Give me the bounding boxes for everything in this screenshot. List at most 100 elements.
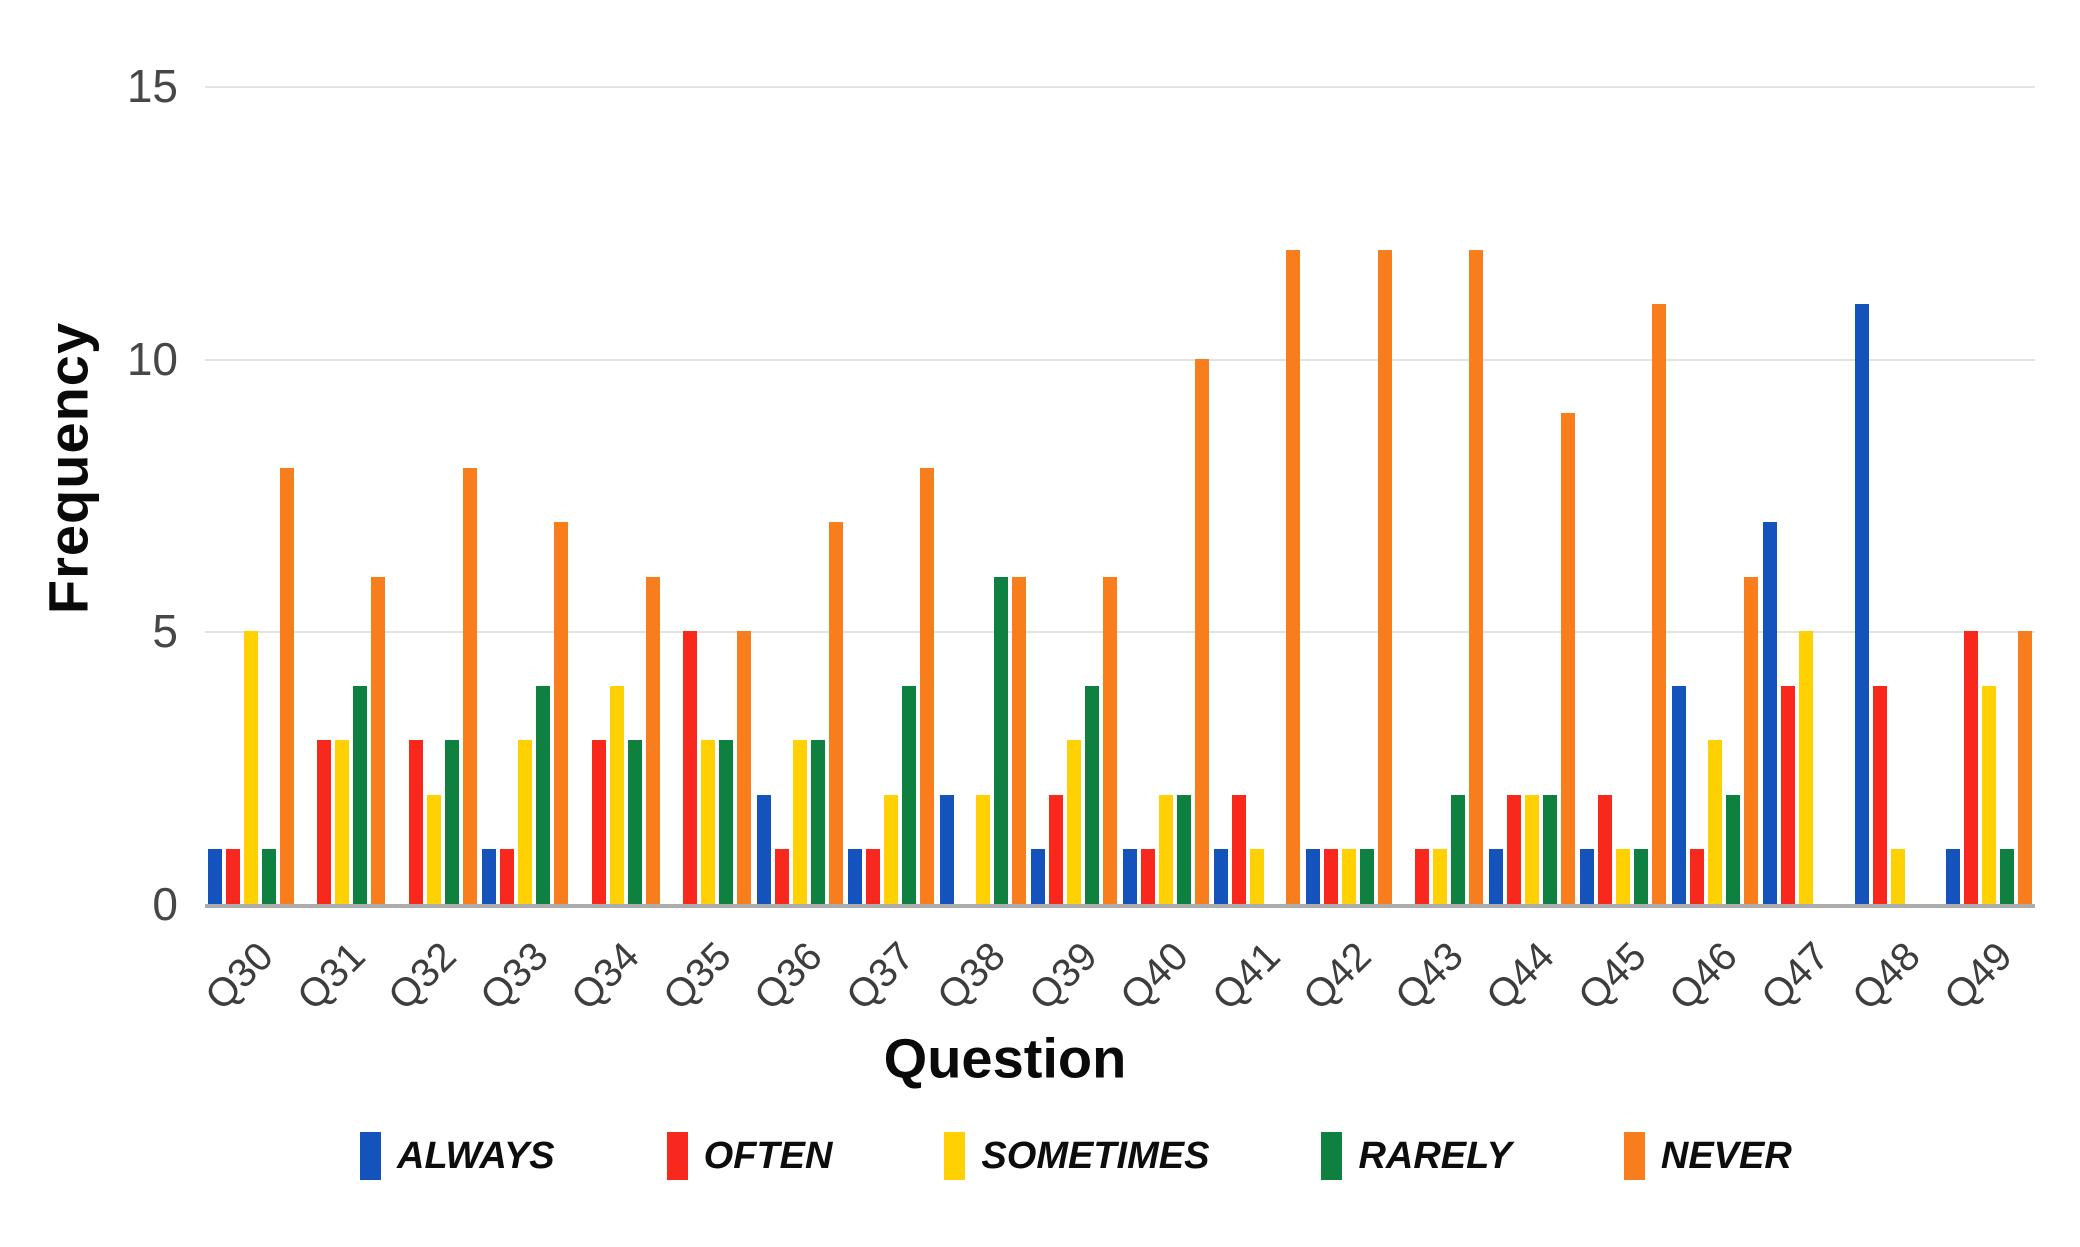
bar-group-Q37 [846,86,938,904]
x-tick-label-Q32: Q32 [380,934,465,1019]
bar-Q47-sometimes [1799,631,1814,904]
bar-group-Q49 [1944,86,2036,904]
x-axis-title: Question [883,1026,1127,1090]
bar-Q36-rarely [810,740,825,904]
bar-Q42-always [1305,849,1320,904]
bar-Q49-always [1946,849,1961,904]
bar-Q49-never [2018,631,2033,904]
bar-group-Q42 [1303,86,1395,904]
bar-Q32-rarely [444,740,459,904]
bar-Q34-often [591,740,606,904]
bar-Q31-rarely [353,686,368,904]
bar-Q39-often [1049,795,1064,904]
bar-Q30-rarely [261,849,276,904]
x-tick-cell-Q33: Q33 [472,920,572,1090]
bar-Q33-never [554,522,569,904]
legend-swatch-often [666,1132,688,1180]
legend-entry-never: NEVER [1623,1132,1792,1180]
bar-group-Q31 [297,86,389,904]
x-tick-cell-Q45: Q45 [1570,920,1670,1090]
y-tick-label-10: 10 [126,332,178,385]
bar-Q37-rarely [902,686,917,904]
legend-entry-rarely: RARELY [1321,1132,1512,1180]
bar-Q46-rarely [1725,795,1740,904]
bar-Q32-sometimes [426,795,441,904]
bar-Q40-sometimes [1158,795,1173,904]
gridline-y10 [205,358,2035,361]
x-tick-label-Q36: Q36 [746,934,831,1019]
x-tick-label-Q44: Q44 [1478,934,1563,1019]
bar-group-Q32 [388,86,480,904]
legend-swatch-sometimes [944,1132,966,1180]
bar-Q37-often [866,849,881,904]
bar-Q38-rarely [993,577,1008,904]
y-tick-label-0: 0 [152,878,178,930]
x-tick-cell-Q44: Q44 [1478,920,1578,1090]
bar-Q43-often [1415,849,1430,904]
x-tick-cell-Q43: Q43 [1387,920,1487,1090]
x-tick-cell-Q35: Q35 [655,920,755,1090]
bar-group-Q46 [1669,86,1761,904]
bar-Q45-never [1652,304,1667,904]
bar-Q45-sometimes [1616,849,1631,904]
bar-Q38-always [939,795,954,904]
bar-Q30-sometimes [243,631,258,904]
bar-Q31-sometimes [335,740,350,904]
bar-Q36-always [756,795,771,904]
legend-label-sometimes: SOMETIMES [981,1134,1210,1177]
x-tick-label-Q45: Q45 [1569,934,1655,1019]
bar-Q33-always [482,849,497,904]
y-tick-label-5: 5 [152,605,178,658]
bar-group-Q34 [571,86,663,904]
legend-entry-always: ALWAYS [360,1132,555,1180]
bar-group-Q35 [663,86,755,904]
bar-Q38-sometimes [975,795,990,904]
x-tick-cell-Q40: Q40 [1112,920,1212,1090]
bar-Q42-often [1323,849,1338,904]
bar-Q35-never [737,631,752,904]
x-tick-label-Q42: Q42 [1295,934,1380,1019]
bar-Q40-often [1140,849,1155,904]
x-tick-label-Q40: Q40 [1112,934,1197,1019]
bar-Q44-often [1506,795,1521,904]
bar-group-Q33 [480,86,572,904]
x-tick-label-Q34: Q34 [563,934,648,1019]
bar-Q37-always [848,849,863,904]
bar-Q37-sometimes [884,795,899,904]
bar-Q44-never [1560,413,1575,904]
bar-group-Q39 [1029,86,1121,904]
bar-group-Q36 [754,86,846,904]
legend-label-rarely: RARELY [1358,1134,1512,1177]
x-tick-label-Q46: Q46 [1661,934,1746,1019]
bar-Q47-always [1763,522,1778,904]
x-tick-label-Q30: Q30 [197,934,282,1019]
bar-Q36-often [774,849,789,904]
bar-Q46-sometimes [1707,740,1722,904]
bar-Q33-sometimes [518,740,533,904]
bar-Q48-often [1872,686,1887,904]
bar-Q31-often [317,740,332,904]
bar-Q42-sometimes [1341,849,1356,904]
bar-Q41-sometimes [1250,849,1265,904]
legend-entry-often: OFTEN [666,1132,832,1180]
bars-layer [205,86,2035,904]
x-tick-cell-Q31: Q31 [289,920,389,1090]
bar-Q39-sometimes [1067,740,1082,904]
bar-Q30-often [225,849,240,904]
bar-Q32-never [462,468,477,904]
bar-Q34-rarely [627,740,642,904]
x-tick-cell-Q47: Q47 [1753,920,1853,1090]
x-tick-label-Q39: Q39 [1020,934,1106,1019]
bar-Q44-always [1488,849,1503,904]
bar-Q43-never [1469,250,1484,904]
bar-Q30-never [279,468,294,904]
bar-Q46-often [1689,849,1704,904]
bar-Q39-rarely [1085,686,1100,904]
bar-group-Q44 [1486,86,1578,904]
gridline-y5 [205,631,2035,634]
bar-Q45-often [1598,795,1613,904]
y-tick-label-15: 15 [126,60,178,112]
bar-group-Q48 [1852,86,1944,904]
bar-Q45-always [1580,849,1595,904]
